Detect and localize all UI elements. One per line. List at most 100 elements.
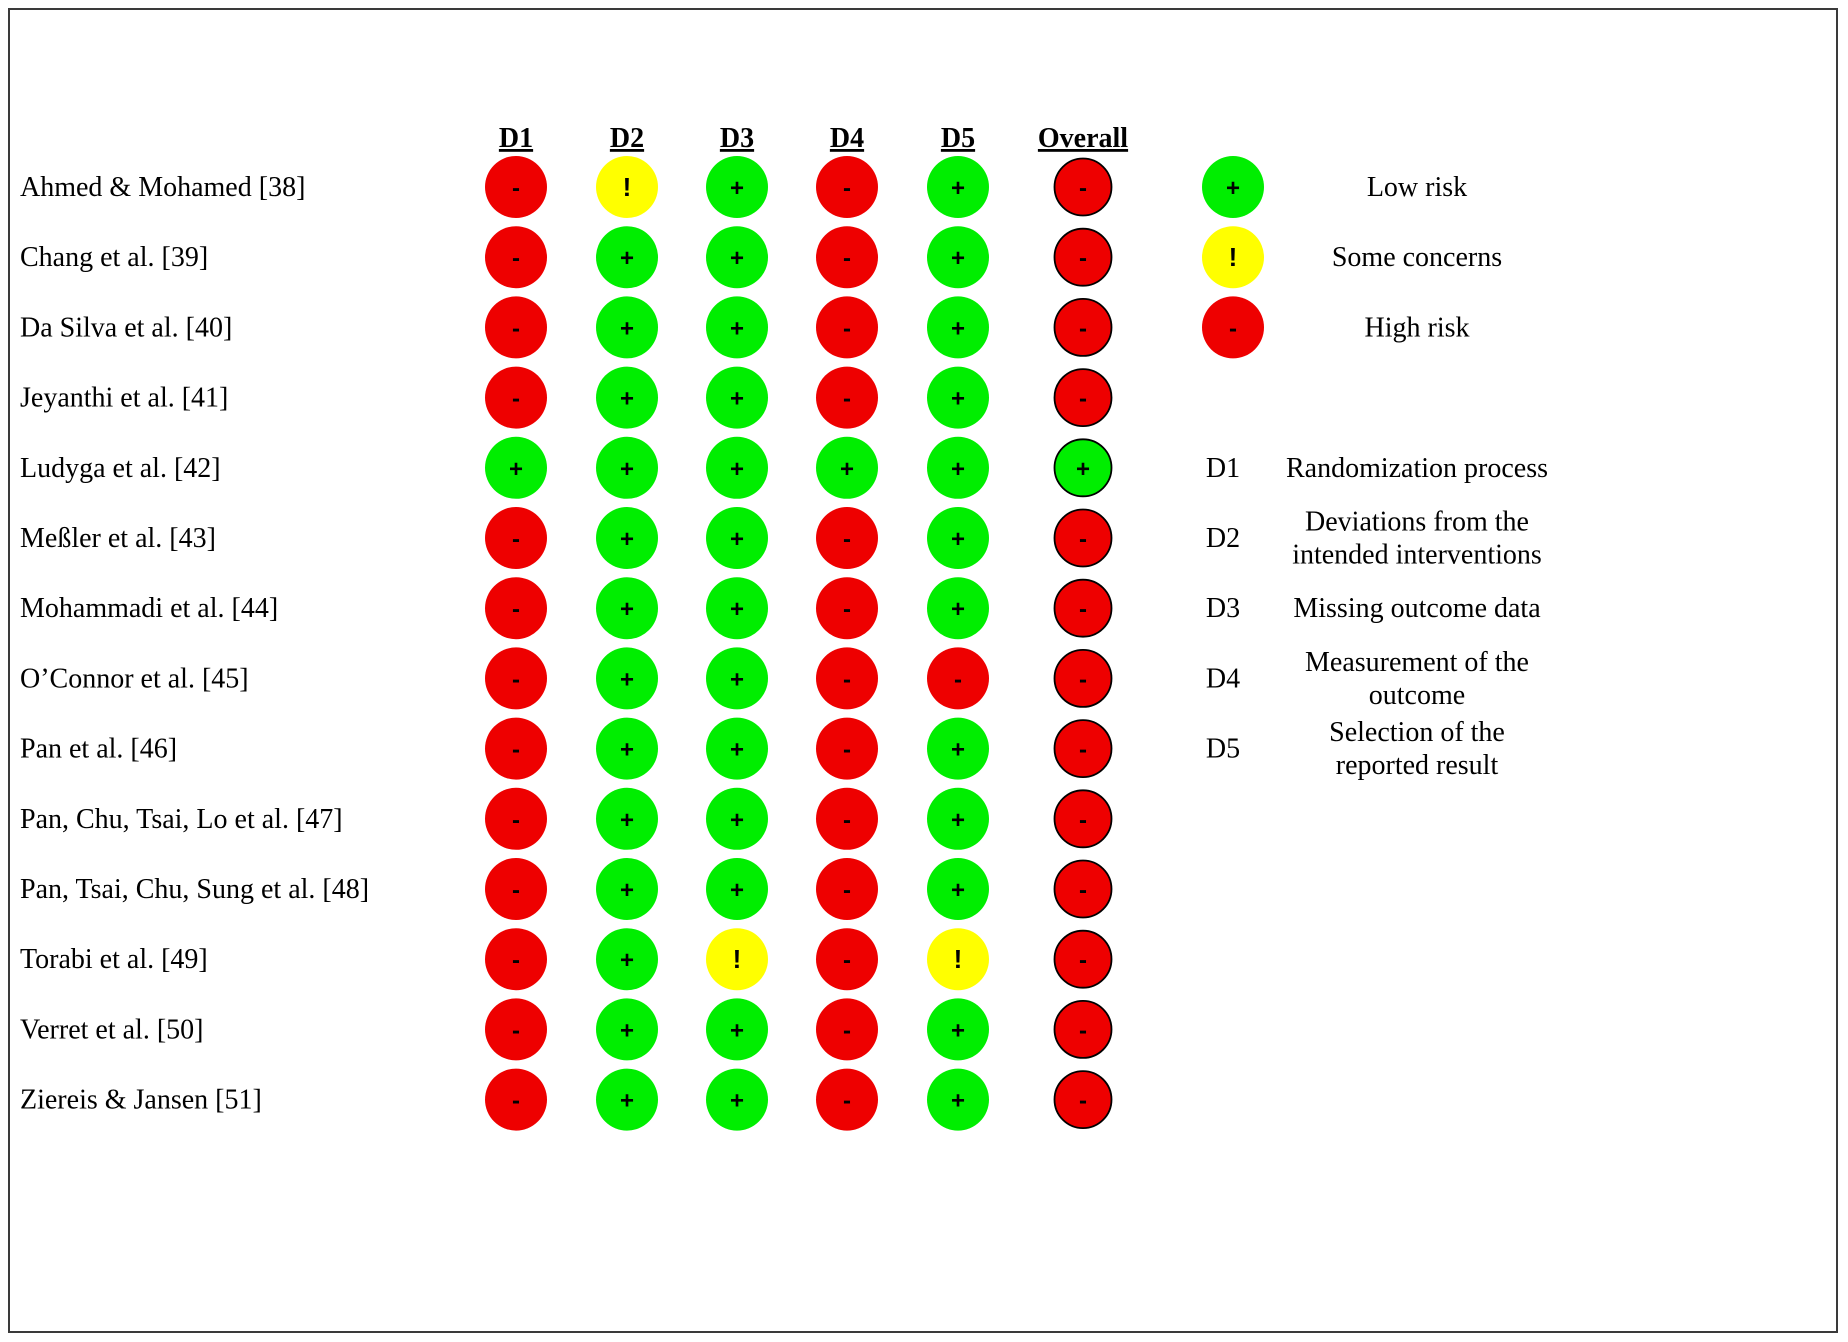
rating-mark-overall: - — [1053, 789, 1113, 849]
rating-symbol: - — [843, 877, 851, 904]
rating-symbol: - — [512, 245, 520, 272]
rating-mark-d1: - — [485, 296, 547, 359]
rating-symbol: - — [843, 596, 851, 623]
rating-circle — [927, 577, 989, 640]
study-label: Chang et al. [39] — [20, 242, 208, 273]
rating-circle — [1053, 1000, 1113, 1059]
legend-label: High risk — [1365, 312, 1470, 343]
rating-circle — [1053, 157, 1113, 217]
rating-mark-d1: - — [485, 998, 547, 1061]
rating-mark-d4: - — [816, 647, 878, 710]
rating-mark-d5: + — [927, 296, 989, 359]
rating-circle — [927, 226, 989, 289]
rating-circle — [1053, 789, 1113, 849]
rating-symbol: + — [840, 456, 854, 483]
rating-mark-d1: - — [485, 787, 547, 850]
rating-symbol: - — [512, 175, 520, 202]
rating-symbol: - — [512, 737, 520, 764]
domain-code: D4 — [1206, 663, 1240, 694]
legend-circle — [1202, 296, 1264, 359]
rating-symbol: + — [620, 877, 634, 904]
study-label: Pan et al. [46] — [20, 734, 177, 765]
column-header-d2: D2 — [610, 123, 644, 154]
rating-mark-overall: - — [1053, 649, 1113, 708]
rating-mark-overall: - — [1053, 368, 1113, 428]
column-header-d3: D3 — [720, 123, 754, 154]
rating-symbol: + — [730, 877, 744, 904]
rating-mark-d4: - — [816, 296, 878, 359]
rating-mark-d2: + — [596, 1068, 658, 1131]
rating-mark-d3: + — [706, 787, 768, 850]
rating-mark-d2: + — [596, 858, 658, 920]
rating-symbol: - — [843, 1088, 851, 1115]
rating-symbol: + — [951, 315, 965, 342]
rating-mark-overall: - — [1053, 157, 1113, 217]
rating-circle — [596, 787, 658, 850]
rating-circle — [816, 577, 878, 640]
rating-mark-overall: - — [1053, 227, 1113, 287]
rating-symbol: ! — [733, 944, 742, 974]
rating-circle — [927, 1068, 989, 1131]
rating-mark-d1: - — [485, 717, 547, 780]
rating-symbol: - — [1079, 666, 1087, 693]
rating-symbol: + — [620, 807, 634, 834]
rating-mark-d4: - — [816, 366, 878, 429]
rating-symbol: + — [951, 526, 965, 553]
rating-symbol: - — [843, 1017, 851, 1044]
rating-symbol: - — [843, 386, 851, 413]
rating-circle — [927, 436, 989, 499]
rating-mark-d1: - — [485, 1068, 547, 1131]
rating-symbol: + — [730, 245, 744, 272]
rating-symbol: + — [951, 245, 965, 272]
rating-symbol: - — [1079, 386, 1087, 413]
rating-circle — [927, 647, 989, 710]
rating-symbol: + — [951, 175, 965, 202]
risk-of-bias-figure: D1 D2 D3 D4 D5 Overall Ahmed & Mohamed [38] -! +… — [8, 8, 1838, 1333]
rating-circle — [706, 226, 768, 289]
rating-circle — [816, 156, 878, 218]
rating-mark-d4: - — [816, 226, 878, 289]
rating-mark-d2: + — [596, 998, 658, 1061]
rating-circle — [816, 226, 878, 289]
study-label: Da Silva et al. [40] — [20, 312, 232, 343]
rating-mark-d2: + — [596, 366, 658, 429]
rating-mark-d4: - — [816, 507, 878, 569]
rating-symbol: - — [512, 386, 520, 413]
rating-symbol: - — [1079, 947, 1087, 974]
rating-circle — [596, 296, 658, 359]
rating-symbol: - — [1079, 1088, 1087, 1115]
rating-circle — [927, 156, 989, 218]
study-label: Pan, Chu, Tsai, Lo et al. [47] — [20, 804, 343, 835]
rating-symbol: + — [951, 807, 965, 834]
rating-circle — [927, 366, 989, 429]
rating-symbol: + — [951, 1088, 965, 1115]
rating-symbol: + — [730, 386, 744, 413]
rating-circle — [816, 647, 878, 710]
rating-symbol: + — [620, 526, 634, 553]
rating-circle — [485, 647, 547, 710]
rating-mark-d3: ! — [706, 928, 768, 991]
rating-mark-d4: - — [816, 156, 878, 218]
legend-circle — [1202, 156, 1264, 218]
rating-mark-d3: + — [706, 998, 768, 1061]
rating-circle — [596, 928, 658, 991]
study-label: Mohammadi et al. [44] — [20, 593, 278, 624]
rating-mark-d2: + — [596, 787, 658, 850]
rating-circle — [596, 226, 658, 289]
legend-circle — [1202, 226, 1264, 289]
domain-description: Deviations from the — [1305, 507, 1529, 538]
rating-mark-d3: + — [706, 156, 768, 218]
rating-circle — [596, 1068, 658, 1131]
legend-label: Some concerns — [1332, 242, 1502, 273]
rating-symbol: - — [1079, 737, 1087, 764]
rating-circle — [816, 1068, 878, 1131]
rating-circle — [706, 577, 768, 640]
column-header-d4: D4 — [830, 123, 864, 154]
rating-circle — [596, 647, 658, 710]
rating-circle — [485, 928, 547, 991]
rating-symbol: - — [843, 175, 851, 202]
rating-circle — [485, 787, 547, 850]
rating-mark-d4: - — [816, 717, 878, 780]
rating-circle — [706, 156, 768, 218]
rating-circle — [927, 858, 989, 920]
